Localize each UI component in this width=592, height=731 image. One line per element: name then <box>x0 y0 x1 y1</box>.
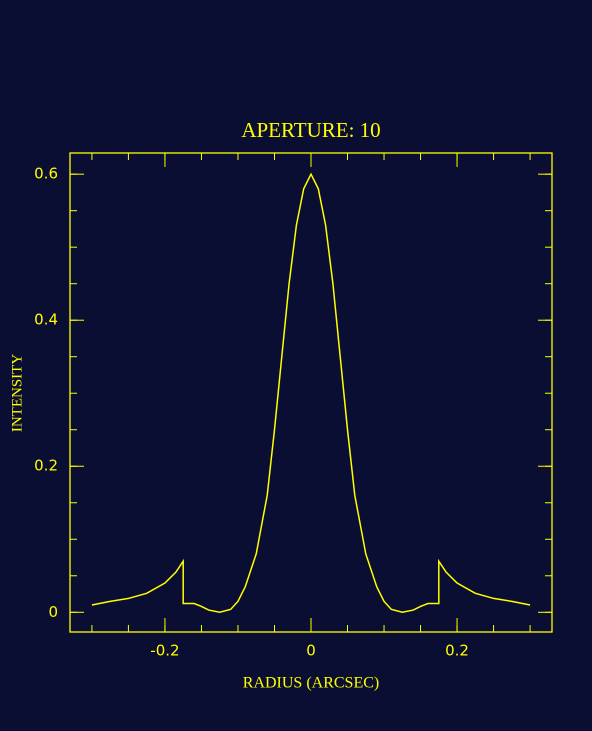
x-tick-label: -0.2 <box>150 642 179 660</box>
x-tick-label: 0.2 <box>445 642 469 660</box>
y-axis-label: INTENSITY <box>9 354 25 432</box>
x-tick-label: 0 <box>306 642 316 660</box>
y-tick-label: 0.4 <box>34 311 58 329</box>
y-tick-label: 0 <box>48 603 58 621</box>
chart-title: APERTURE: 10 <box>241 118 380 142</box>
y-tick-label: 0.6 <box>34 165 58 183</box>
line-series <box>91 172 531 614</box>
y-tick-label: 0.2 <box>34 457 58 475</box>
x-axis-label: RADIUS (ARCSEC) <box>243 675 379 692</box>
